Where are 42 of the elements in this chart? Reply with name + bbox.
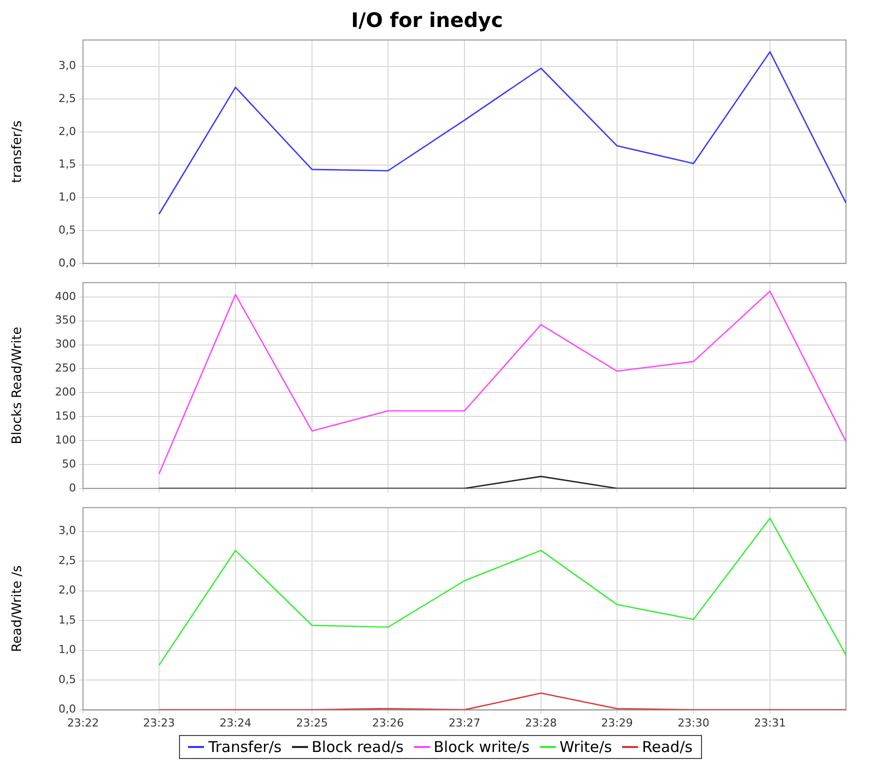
x-tick-label: 23:31 <box>754 716 786 730</box>
legend-label: Write/s <box>560 738 612 756</box>
legend-label: Block read/s <box>312 738 404 756</box>
y-tick-label: 50 <box>62 457 76 470</box>
y-tick-label: 1,0 <box>58 190 76 204</box>
y-tick-label: 1,5 <box>58 613 76 626</box>
y-tick-label: 3,0 <box>58 524 76 538</box>
y-tick-label: 0,5 <box>58 223 76 236</box>
legend-label: Block write/s <box>434 738 530 756</box>
x-tick-label: 23:24 <box>220 716 252 730</box>
y-tick-label: 200 <box>55 386 76 399</box>
x-tick-label: 23:22 <box>67 716 99 730</box>
y-axis-title: Blocks Read/Write <box>10 326 26 444</box>
y-axis-title: Read/Write /s <box>10 565 26 652</box>
y-tick-label: 2,5 <box>58 92 76 105</box>
y-tick-label: 3,0 <box>58 59 76 72</box>
x-tick-label: 23:26 <box>372 716 404 730</box>
y-tick-label: 2,5 <box>58 554 76 567</box>
y-tick-label: 350 <box>55 314 76 327</box>
y-tick-label: 0 <box>69 481 76 494</box>
x-tick-label: 23:28 <box>525 716 557 730</box>
y-tick-label: 1,0 <box>58 643 76 656</box>
chart-title: I/O for inedyc <box>351 8 503 32</box>
y-tick-label: 300 <box>55 338 76 351</box>
y-axis-title: transfer/s <box>10 120 26 183</box>
x-tick-label: 23:25 <box>296 716 328 730</box>
x-tick-label: 23:29 <box>601 716 633 730</box>
x-tick-label: 23:27 <box>448 716 480 730</box>
y-tick-label: 0,0 <box>58 702 76 716</box>
y-tick-label: 1,5 <box>58 158 76 171</box>
y-tick-label: 0,0 <box>58 256 76 270</box>
x-tick-label: 23:30 <box>678 716 710 730</box>
y-tick-label: 100 <box>55 433 76 446</box>
legend-label: Read/s <box>642 738 693 756</box>
y-tick-label: 2,0 <box>58 584 76 597</box>
y-tick-label: 250 <box>55 362 76 375</box>
legend-label: Transfer/s <box>208 738 282 756</box>
y-tick-label: 0,5 <box>58 672 76 686</box>
x-tick-label: 23:23 <box>143 716 175 730</box>
y-tick-label: 2,0 <box>58 124 76 138</box>
y-tick-label: 400 <box>55 290 76 303</box>
y-tick-label: 150 <box>55 409 76 422</box>
